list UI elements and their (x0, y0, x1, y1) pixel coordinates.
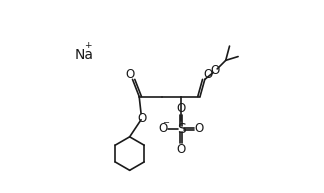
Text: O: O (126, 68, 135, 81)
Text: O: O (211, 64, 220, 77)
Text: O: O (195, 122, 204, 135)
Text: S: S (177, 122, 185, 136)
Text: +: + (84, 41, 91, 50)
Text: O: O (203, 68, 212, 81)
Text: O: O (158, 122, 167, 135)
Text: Na: Na (75, 48, 94, 62)
Text: O: O (176, 143, 186, 156)
Text: O: O (138, 112, 147, 125)
Text: O: O (176, 102, 186, 115)
Text: −: − (162, 118, 169, 127)
